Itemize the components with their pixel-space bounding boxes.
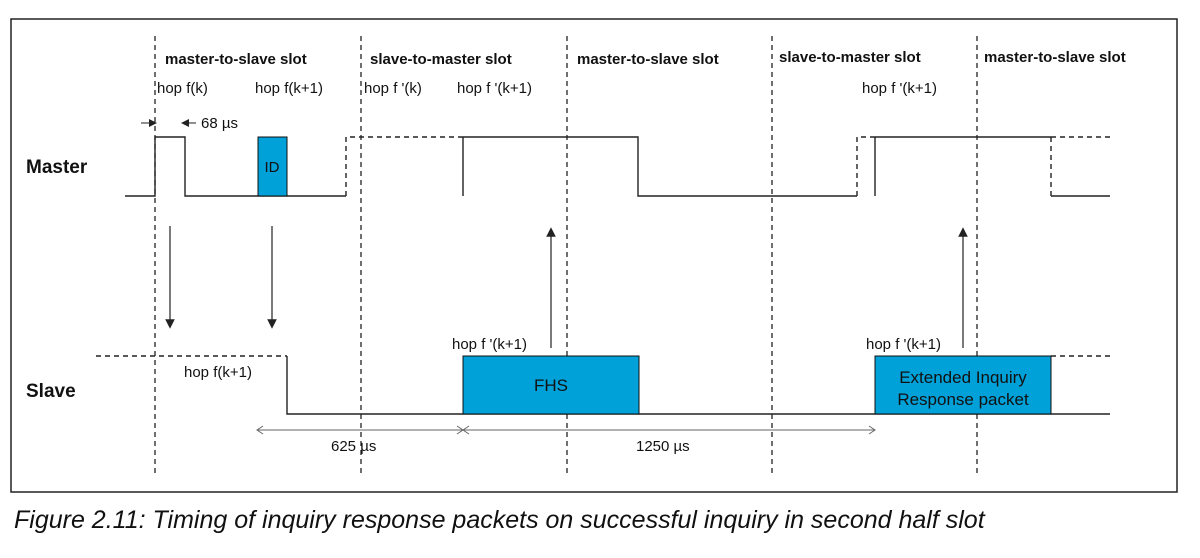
id-packet xyxy=(257,136,288,197)
hop-label: hop f '(k+1) xyxy=(457,80,532,97)
transmit-arrows xyxy=(165,226,968,348)
hop-label: hop f '(k+1) xyxy=(452,336,527,353)
diagram-frame xyxy=(10,18,1178,493)
hop-label: hop f(k+1) xyxy=(255,80,323,97)
hop-label: hop f '(k+1) xyxy=(866,336,941,353)
long-duration-label: 1250 µs xyxy=(636,438,690,455)
eir-packet-label-2: Response packet xyxy=(897,390,1029,409)
eir-packet-label-1: Extended Inquiry xyxy=(899,368,1027,387)
offset-label: 68 µs xyxy=(201,115,238,132)
timing-diagram: master-to-slave slot slave-to-master slo… xyxy=(10,18,1178,493)
slave-signal xyxy=(286,356,1110,415)
hop-label: hop f(k+1) xyxy=(184,364,252,381)
master-label: Master xyxy=(26,157,88,178)
slot-boundaries xyxy=(154,36,978,475)
slot-header: slave-to-master slot xyxy=(370,51,512,68)
master-signal xyxy=(125,136,1051,197)
master-signal-dashed xyxy=(345,136,1110,196)
slot-duration-label: 625 µs xyxy=(331,438,376,455)
duration-arrows xyxy=(256,425,876,435)
hop-label: hop f '(k+1) xyxy=(862,80,937,97)
eir-packet xyxy=(874,355,1052,415)
slave-label: Slave xyxy=(26,381,76,402)
slot-header: master-to-slave slot xyxy=(984,49,1126,66)
fhs-packet xyxy=(462,355,640,415)
slot-header: slave-to-master slot xyxy=(779,49,921,66)
id-packet-label: ID xyxy=(265,159,280,176)
hop-label: hop f '(k) xyxy=(364,80,422,97)
hop-label: hop f(k) xyxy=(157,80,208,97)
figure-caption: Figure 2.11: Timing of inquiry response … xyxy=(14,506,985,534)
fhs-packet-label: FHS xyxy=(534,376,568,395)
slot-header: master-to-slave slot xyxy=(577,51,719,68)
slot-header: master-to-slave slot xyxy=(165,51,307,68)
